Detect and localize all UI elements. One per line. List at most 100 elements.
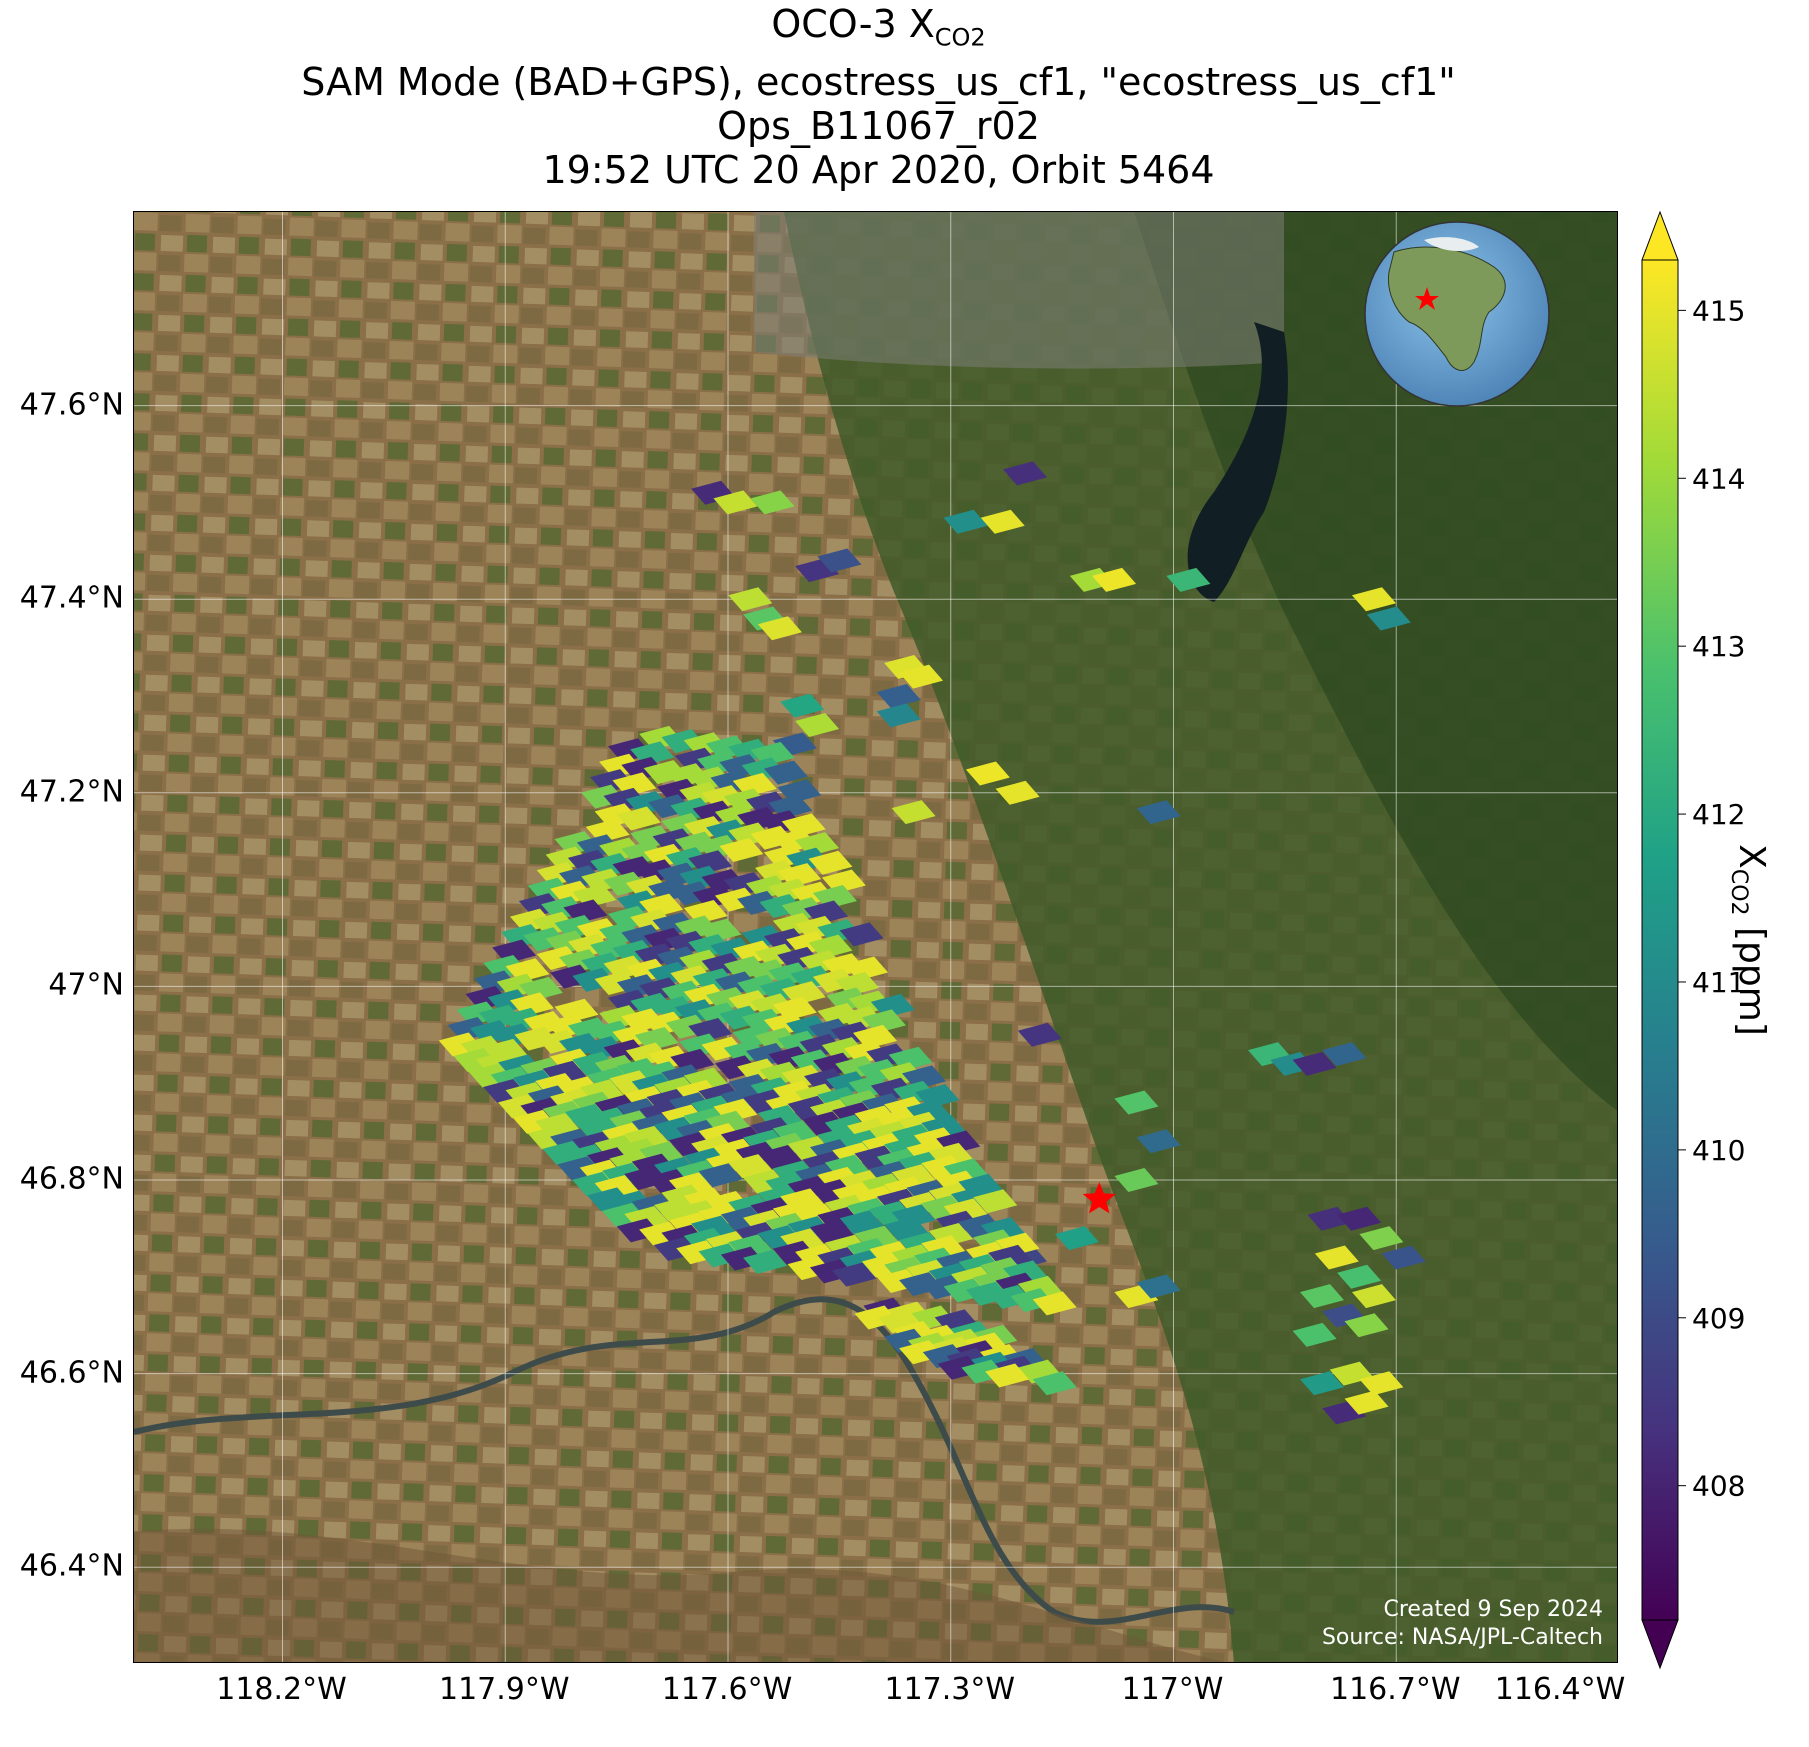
xco2-sounding bbox=[891, 800, 936, 825]
xco2-sounding bbox=[1366, 606, 1411, 631]
xco2-sounding bbox=[777, 863, 822, 888]
xco2-sounding bbox=[1032, 1371, 1077, 1396]
xco2-sounding bbox=[1359, 1371, 1404, 1396]
xco2-sounding bbox=[750, 490, 795, 515]
xco2-soundings bbox=[438, 461, 1426, 1425]
xco2-sounding bbox=[688, 1017, 733, 1042]
inset-globe bbox=[1364, 221, 1550, 407]
title-line-1: OCO-3 XCO2 bbox=[771, 2, 986, 52]
xco2-sounding bbox=[634, 1027, 679, 1052]
xco2-sounding bbox=[1344, 1390, 1389, 1415]
map-canvas[interactable] bbox=[134, 212, 1618, 1663]
xco2-sounding bbox=[572, 883, 617, 908]
xco2-sounding bbox=[812, 884, 857, 909]
lake-water bbox=[1187, 322, 1288, 602]
colorbar-gradient bbox=[1641, 259, 1679, 1621]
xco2-sounding bbox=[965, 761, 1010, 786]
colorbar-tick-label: 410 bbox=[1692, 1134, 1745, 1167]
xco2-sounding bbox=[728, 587, 773, 612]
xco2-sounding bbox=[888, 1046, 933, 1071]
xco2-sounding bbox=[713, 490, 758, 515]
river bbox=[134, 1296, 1235, 1625]
xco2-sounding bbox=[1136, 1274, 1181, 1299]
xco2-sounding bbox=[973, 1189, 1018, 1214]
xco2-sounding bbox=[509, 992, 554, 1017]
xco2-sounding bbox=[768, 794, 813, 819]
xco2-sounding bbox=[750, 741, 795, 766]
map-panel[interactable]: Created 9 Sep 2024 Source: NASA/JPL-Calt… bbox=[133, 211, 1618, 1663]
lat-tick-label: 46.8°N bbox=[19, 1161, 124, 1197]
xco2-sounding bbox=[1307, 1206, 1352, 1231]
colorbar-tick-label: 411 bbox=[1692, 966, 1745, 999]
xco2-sounding bbox=[697, 918, 742, 943]
colorbar-tick-label: 408 bbox=[1692, 1470, 1745, 1503]
xco2-sounding bbox=[772, 996, 817, 1021]
xco2-sounding bbox=[732, 772, 777, 797]
xco2-sounding bbox=[832, 1262, 877, 1287]
xco2-sounding bbox=[492, 939, 537, 964]
xco2-sounding bbox=[777, 779, 822, 804]
figure-title: OCO-3 XCO2 SAM Mode (BAD+GPS), ecostress… bbox=[0, 2, 1757, 192]
xco2-sounding bbox=[808, 850, 853, 875]
xco2-sounding bbox=[870, 993, 915, 1018]
xco2-sounding bbox=[876, 703, 921, 728]
colorbar-tick-label: 413 bbox=[1692, 630, 1745, 663]
xco2-sounding bbox=[585, 818, 630, 843]
xco2-sounding bbox=[839, 922, 884, 947]
xco2-sounding bbox=[995, 780, 1040, 805]
colorbar: 408 409 410 411 412 413 414 415 bbox=[1630, 210, 1809, 1670]
xco2-sounding bbox=[1092, 567, 1137, 592]
xco2-sounding bbox=[902, 1065, 947, 1090]
lon-tick-label: 116.4°W bbox=[1494, 1672, 1626, 1707]
xco2-sounding bbox=[763, 760, 808, 785]
xco2-sounding bbox=[1300, 1371, 1344, 1396]
xco2-sounding bbox=[985, 1363, 1030, 1388]
canyon-terrain bbox=[134, 1528, 1226, 1662]
xco2-sounding bbox=[554, 998, 599, 1023]
lon-tick-label: 116.7°W bbox=[1329, 1672, 1461, 1707]
title-line-4: 19:52 UTC 20 Apr 2020, Orbit 5464 bbox=[542, 147, 1215, 192]
xco2-sounding bbox=[505, 958, 550, 983]
xco2-sounding bbox=[630, 741, 675, 766]
xco2-sounding bbox=[757, 1145, 802, 1170]
lon-tick-label: 117.3°W bbox=[884, 1672, 1016, 1707]
xco2-sounding bbox=[1337, 1264, 1382, 1289]
xco2-sounding bbox=[1054, 1226, 1099, 1251]
xco2-sounding bbox=[670, 1048, 715, 1073]
xco2-sounding bbox=[1300, 1284, 1344, 1309]
lat-tick-label: 46.6°N bbox=[19, 1355, 124, 1391]
xco2-sounding bbox=[612, 772, 657, 797]
colorbar-canvas: 408 409 410 411 412 413 414 415 bbox=[1641, 210, 1745, 1670]
lon-tick-label: 118.2°W bbox=[216, 1672, 347, 1707]
xco2-sounding bbox=[844, 956, 889, 981]
xco2-sounding bbox=[839, 1210, 884, 1235]
colorbar-tick-label: 412 bbox=[1692, 798, 1745, 831]
xco2-sounding bbox=[835, 971, 880, 996]
colorbar-title: XCO2 [ppm] bbox=[1725, 844, 1773, 1036]
xco2-sounding bbox=[781, 813, 826, 838]
xco2-sounding bbox=[1351, 587, 1396, 612]
xco2-sounding bbox=[1166, 567, 1211, 592]
urban-area bbox=[754, 212, 1284, 369]
xco2-sounding bbox=[728, 1154, 773, 1179]
colorbar-tick-label: 415 bbox=[1692, 294, 1745, 327]
lon-tick-label: 117.6°W bbox=[661, 1672, 793, 1707]
xco2-sounding bbox=[808, 934, 853, 959]
xco2-sounding bbox=[795, 832, 840, 857]
xco2-sounding bbox=[1314, 1245, 1359, 1270]
xco2-sounding bbox=[817, 548, 862, 573]
title-line-3: Ops_B11067_r02 bbox=[717, 103, 1040, 148]
lat-tick-label: 47.2°N bbox=[19, 774, 124, 810]
xco2-sounding bbox=[688, 850, 733, 875]
xco2-sounding bbox=[1337, 1206, 1382, 1231]
xco2-sounding bbox=[821, 869, 866, 894]
xco2-sounding bbox=[1381, 1245, 1426, 1270]
colorbar-tick-label: 409 bbox=[1692, 1302, 1745, 1335]
xco2-sounding bbox=[780, 693, 825, 718]
xco2-sounding bbox=[1114, 1090, 1159, 1115]
xco2-sounding bbox=[563, 899, 608, 924]
xco2-sounding bbox=[683, 899, 728, 924]
globe-ice bbox=[1424, 237, 1479, 252]
source-credit: Source: NASA/JPL-Caltech bbox=[1321, 1625, 1603, 1650]
colorbar-extend-max bbox=[1641, 210, 1679, 261]
